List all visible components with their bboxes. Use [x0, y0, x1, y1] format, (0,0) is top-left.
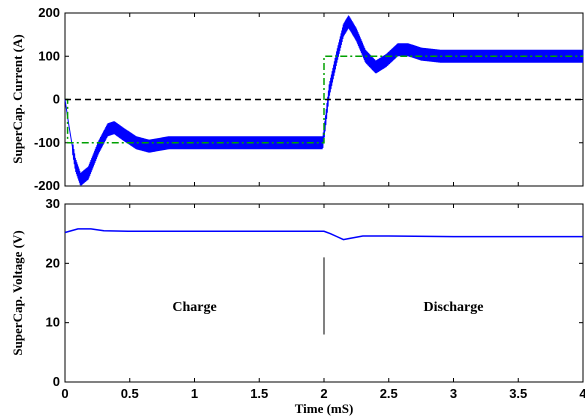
current-y-tick-label: 100 [38, 48, 60, 63]
current-y-tick-label: 0 [53, 92, 60, 107]
voltage-y-tick-label: 30 [46, 196, 60, 211]
current-plot-panel: -200 -100 0 100 200 SuperCap. Current (A) [10, 5, 584, 193]
voltage-x-ticks: 0 0.5 1 1.5 2 2.5 3 3.5 4 [61, 204, 585, 401]
x-tick-label: 1.5 [250, 386, 268, 401]
x-axis-label: Time (mS) [295, 401, 354, 416]
x-tick-label: 0.5 [121, 386, 139, 401]
x-tick-label: 4 [579, 386, 585, 401]
voltage-series [64, 228, 583, 241]
voltage-annotations: Charge Discharge [172, 257, 484, 335]
voltage-y-tick-label: 0 [53, 374, 60, 389]
x-tick-label: 2.5 [380, 386, 398, 401]
voltage-y-tick-label: 20 [46, 255, 60, 270]
x-tick-label: 2 [320, 386, 327, 401]
current-y-axis-label: SuperCap. Current (A) [10, 34, 25, 163]
current-y-tick-label: 200 [38, 5, 60, 20]
voltage-y-tick-label: 10 [46, 315, 60, 330]
x-tick-label: 0 [61, 386, 68, 401]
voltage-series-line-solid [64, 228, 583, 241]
voltage-y-ticks: 0 10 20 30 [46, 196, 583, 389]
annotation-discharge: Discharge [424, 300, 484, 315]
current-y-ticks: -200 -100 0 100 200 [34, 5, 583, 193]
annotation-charge: Charge [172, 300, 216, 315]
current-series [64, 15, 584, 186]
x-tick-label: 1 [191, 386, 198, 401]
current-y-tick-label: -200 [34, 178, 60, 193]
current-y-tick-label: -100 [34, 135, 60, 150]
voltage-y-axis-label: SuperCap. Voltage (V) [10, 230, 25, 355]
voltage-plot-panel: 0 0.5 1 1.5 2 2.5 3 3.5 4 0 10 20 30 Charge Discharg… [10, 196, 585, 416]
current-x-ticks [64, 13, 584, 186]
x-tick-label: 3.5 [509, 386, 527, 401]
x-tick-label: 3 [450, 386, 457, 401]
